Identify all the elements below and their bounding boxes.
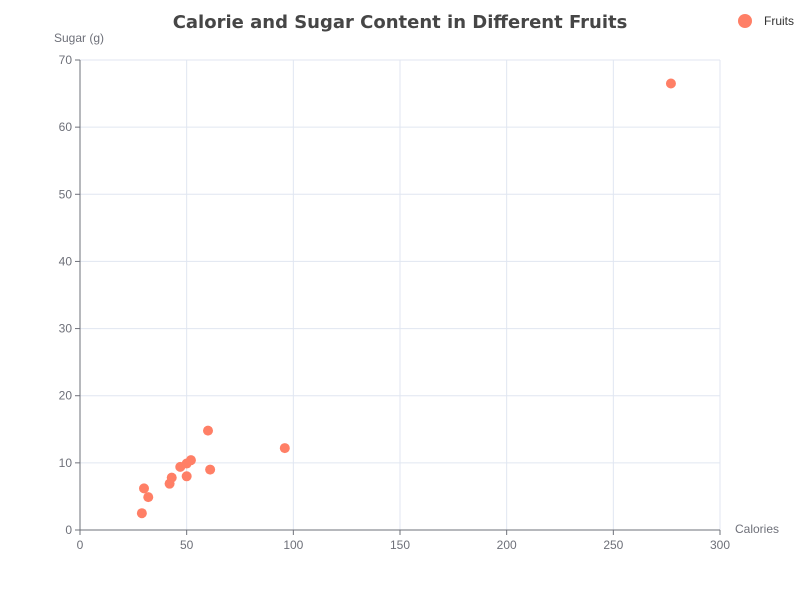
y-tick-label: 30 — [59, 322, 73, 336]
x-tick-label: 250 — [603, 538, 623, 552]
data-point[interactable] — [136, 508, 147, 519]
grid — [80, 59, 721, 530]
data-points — [136, 78, 676, 519]
x-tick-label: 0 — [77, 538, 84, 552]
data-point[interactable] — [665, 78, 676, 89]
x-tick-label: 200 — [497, 538, 517, 552]
data-point[interactable] — [279, 443, 290, 454]
data-point[interactable] — [139, 483, 149, 494]
x-axis-title: Calories — [735, 522, 779, 536]
y-axis-title: Sugar (g) — [54, 31, 104, 45]
y-tick-label: 70 — [59, 53, 73, 67]
legend[interactable]: Fruits — [738, 14, 794, 28]
y-tick-label: 10 — [59, 456, 73, 470]
y-tick-label: 60 — [59, 120, 73, 134]
y-tick-label: 0 — [65, 523, 72, 537]
x-tick-label: 100 — [283, 538, 303, 552]
data-point[interactable] — [166, 472, 177, 483]
data-point[interactable] — [181, 471, 192, 482]
y-tick-label: 20 — [59, 389, 73, 403]
data-point[interactable] — [205, 464, 216, 475]
legend-label-fruits[interactable]: Fruits — [764, 14, 794, 28]
data-point[interactable] — [185, 455, 196, 466]
x-tick-label: 300 — [710, 538, 730, 552]
y-tick-label: 50 — [59, 187, 73, 201]
tick-labels: 0 10 20 30 40 50 60 70 0 50 100 150 200 250 300 — [59, 53, 731, 552]
x-tick-label: 150 — [390, 538, 410, 552]
axes — [75, 59, 721, 535]
x-tick-label: 50 — [180, 538, 194, 552]
data-point[interactable] — [203, 425, 213, 436]
chart-title: Calorie and Sugar Content in Different F… — [173, 12, 628, 33]
legend-marker-fruits[interactable] — [738, 14, 752, 28]
y-tick-label: 40 — [59, 254, 73, 268]
data-point[interactable] — [143, 492, 154, 503]
